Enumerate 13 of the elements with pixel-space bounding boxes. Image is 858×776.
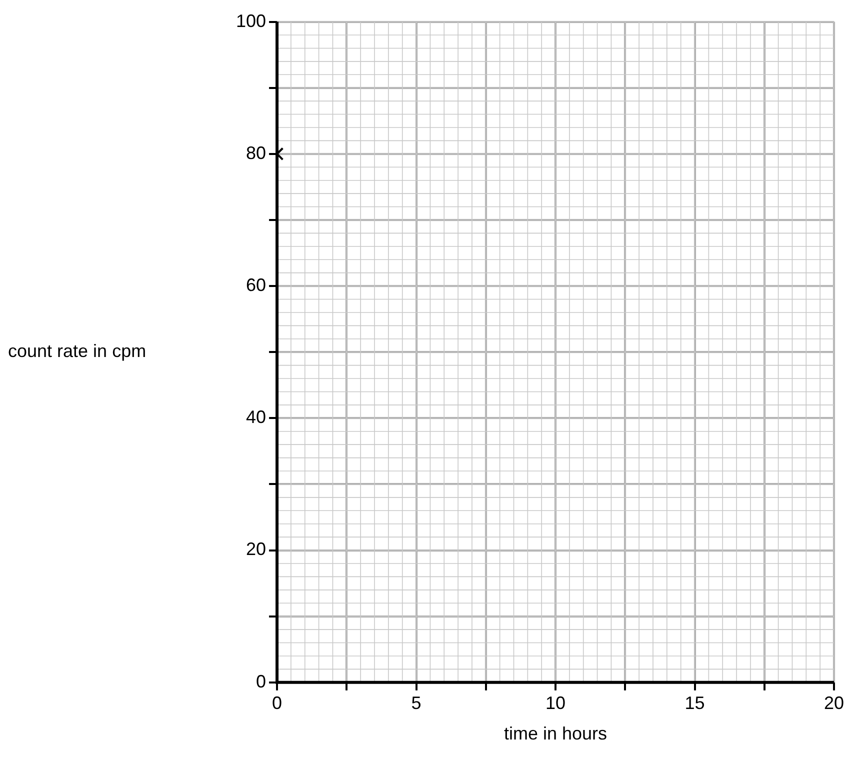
- y-tick-label: 0: [256, 671, 266, 692]
- x-tick-label: 10: [546, 693, 566, 714]
- x-tick-label: 0: [272, 693, 282, 714]
- x-tick-label: 15: [684, 693, 705, 714]
- y-axis-title: count rate in cpm: [8, 341, 146, 362]
- x-tick-label: 5: [411, 693, 422, 714]
- x-axis-title: time in hours: [504, 723, 608, 744]
- x-tick-label: 20: [824, 693, 844, 714]
- y-tick-label: 100: [236, 10, 266, 31]
- y-tick-label: 60: [246, 275, 266, 296]
- y-tick-label: 80: [246, 142, 266, 163]
- y-tick-label: 20: [246, 539, 266, 560]
- y-tick-label: 40: [246, 407, 266, 428]
